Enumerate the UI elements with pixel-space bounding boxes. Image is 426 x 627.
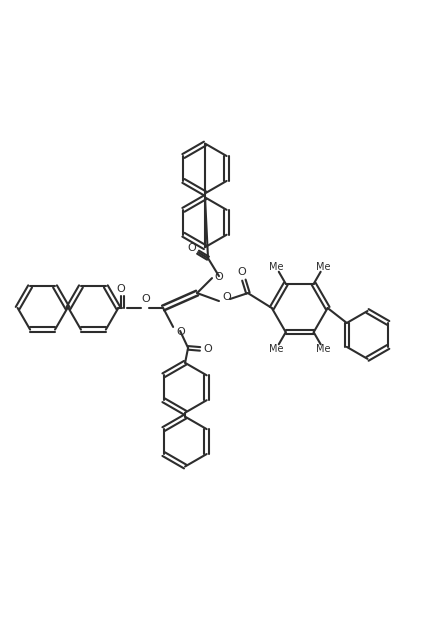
Text: Me: Me — [268, 263, 282, 273]
Text: O: O — [187, 243, 196, 253]
Text: O: O — [141, 294, 150, 304]
Text: Me: Me — [316, 344, 330, 354]
Text: Me: Me — [268, 344, 282, 354]
Text: O: O — [237, 267, 246, 277]
Text: Me: Me — [316, 263, 330, 273]
Text: O: O — [203, 344, 212, 354]
Text: O: O — [222, 292, 231, 302]
Text: O: O — [214, 272, 223, 282]
Text: O: O — [176, 327, 185, 337]
Text: O: O — [115, 284, 124, 294]
